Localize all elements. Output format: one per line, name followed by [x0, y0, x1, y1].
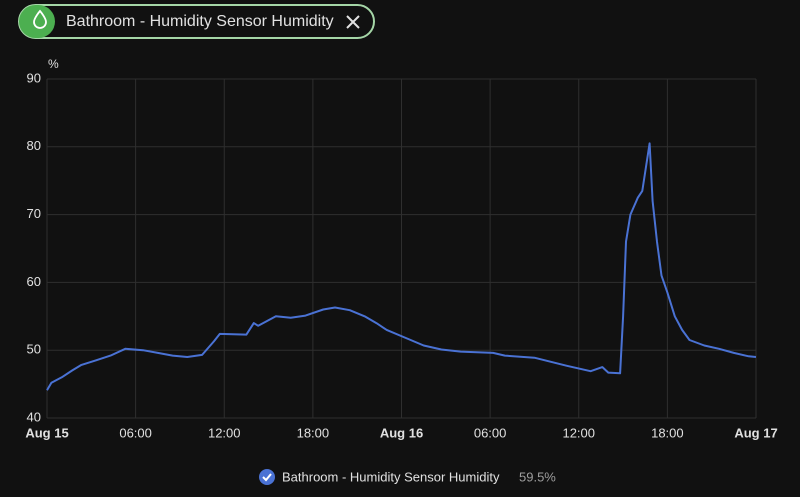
- x-tick-label: Aug 16: [380, 425, 423, 440]
- x-tick-label: 06:00: [474, 425, 507, 440]
- chip-close[interactable]: [346, 15, 360, 29]
- legend-check: [259, 469, 275, 485]
- data-line: [46, 142, 757, 391]
- legend-state: 59.5%: [519, 469, 556, 484]
- x-tick-label: Aug 17: [734, 425, 777, 440]
- y-tick-label: 60: [27, 274, 41, 289]
- chip-icon-bg: [19, 5, 55, 38]
- legend-item[interactable]: Bathroom - Humidity Sensor Humidity 59.5%: [259, 469, 556, 485]
- x-tick-label: 12:00: [208, 425, 241, 440]
- chip-icon: [33, 9, 47, 29]
- legend-label: Bathroom - Humidity Sensor Humidity: [282, 469, 500, 484]
- y-tick-label: 40: [27, 409, 41, 424]
- x-tick-label: 12:00: [562, 425, 595, 440]
- chip-label: Bathroom - Humidity Sensor Humidity: [66, 13, 334, 30]
- x-tick-label: Aug 15: [25, 425, 68, 440]
- legend-checkmark: [262, 473, 272, 482]
- filter-chip[interactable]: Bathroom - Humidity Sensor Humidity: [18, 4, 375, 39]
- y-tick-label: 70: [27, 206, 41, 221]
- y-tick-label: 50: [27, 342, 41, 357]
- x-tick-label: 18:00: [651, 425, 684, 440]
- y-axis-unit: %: [48, 57, 59, 71]
- y-tick-label: 90: [27, 70, 41, 85]
- y-tick-label: 80: [27, 138, 41, 153]
- x-tick-label: 06:00: [119, 425, 152, 440]
- x-tick-label: 18:00: [297, 425, 330, 440]
